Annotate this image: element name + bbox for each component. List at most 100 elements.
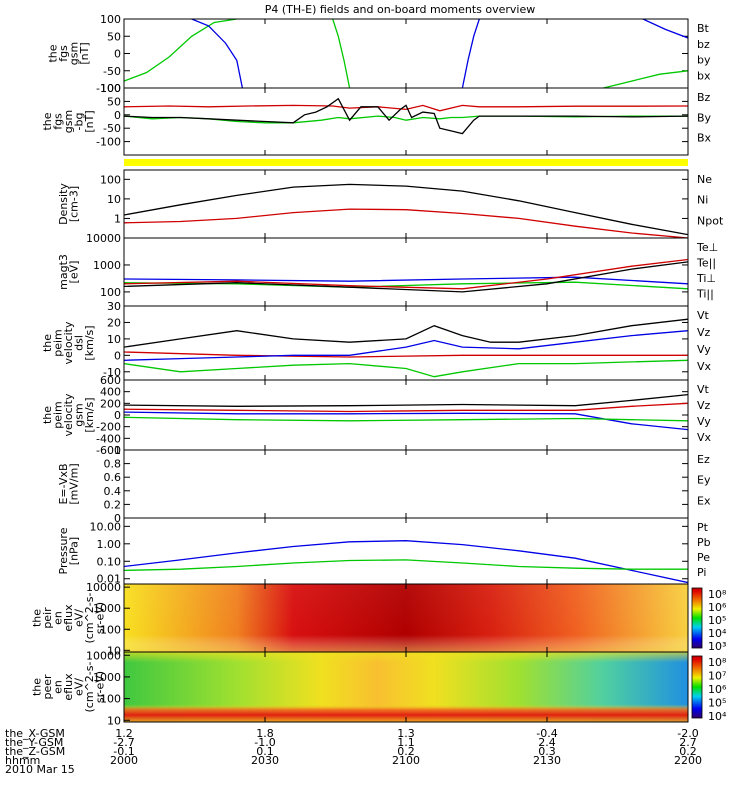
ephemeris-value: 0.1 <box>256 745 274 758</box>
y-tick-label: 1000 <box>93 602 121 615</box>
colorbar-tick: 10³ <box>708 640 726 653</box>
panel-frame <box>123 87 689 156</box>
y-tick-label: 1 <box>114 212 121 225</box>
data-gap-band <box>124 159 688 166</box>
legend-entry: Ti|| <box>696 288 714 301</box>
y-axis-label: gsm <box>62 110 75 133</box>
y-tick-label: 100 <box>100 82 121 95</box>
y-tick-label: 100 <box>100 286 121 299</box>
y-axis-label: eflux <box>62 673 75 701</box>
y-tick-label: -50 <box>103 122 121 135</box>
legend-entry: Npot <box>697 214 724 227</box>
legend-entry: Ti⊥ <box>696 272 716 285</box>
y-tick-label: 1.00 <box>97 538 122 551</box>
legend-entry: Vy <box>697 415 711 428</box>
series-line-vx <box>124 411 688 431</box>
y-tick-label: 0.01 <box>97 573 122 586</box>
panel-frame <box>123 379 689 451</box>
legend-entry: Bt <box>697 22 710 35</box>
legend-entry: Vt <box>697 309 710 322</box>
y-tick-label: 0 <box>114 109 121 122</box>
series-line-vy <box>124 416 688 422</box>
ephemeris-value: 1.8 <box>256 727 274 740</box>
legend-entry: Vx <box>697 360 712 373</box>
legend-entry: Pe <box>697 551 710 564</box>
legend-entry: By <box>697 111 712 124</box>
ephemeris-value: 2200 <box>674 754 702 767</box>
series-line-bx <box>642 19 688 39</box>
series-line-bz <box>124 104 688 112</box>
ephemeris-value: 2030 <box>251 754 279 767</box>
legend-entry: Vx <box>697 431 712 444</box>
y-axis-label: sr-eV) <box>94 671 107 703</box>
y-axis-label: eflux <box>62 604 75 632</box>
series-line-te <box>124 258 688 290</box>
ephemeris-value: 2130 <box>533 754 561 767</box>
y-tick-label: 10.00 <box>90 520 122 533</box>
ephemeris-row-label: the_X-GSM <box>5 727 65 740</box>
y-axis-label: en <box>52 680 65 694</box>
series-line-ti <box>124 276 688 285</box>
ephemeris-value: -1.0 <box>254 736 275 749</box>
series-line-by <box>124 19 237 82</box>
colorbar-tick: 10⁶ <box>708 601 727 614</box>
y-tick-label: 10 <box>107 714 121 727</box>
ephemeris-value: -2.7 <box>113 736 134 749</box>
y-axis-label: [cm-3] <box>67 186 80 222</box>
y-axis-label: the <box>46 44 59 62</box>
series-line-vx <box>124 330 688 361</box>
y-axis-label: peim <box>52 401 65 429</box>
series-line-vz <box>124 351 688 358</box>
legend-entry: by <box>697 54 711 67</box>
ephemeris-value: 2100 <box>392 754 420 767</box>
legend-entry: Pi <box>697 566 706 579</box>
legend-entry: Vz <box>697 399 711 412</box>
colorbar-tick: 10⁵ <box>708 614 726 627</box>
series-line-vz <box>124 402 688 413</box>
legend-entry: Te|| <box>696 257 716 270</box>
y-axis-label: velocity <box>62 393 75 436</box>
ephemeris-value: 2.4 <box>538 736 556 749</box>
ephemeris-row-label: hhmm <box>5 754 40 767</box>
legend-entry: Bx <box>697 132 712 145</box>
y-axis-label: the <box>31 609 44 627</box>
series-line-pe <box>124 559 688 572</box>
y-axis-label: en <box>52 611 65 625</box>
ephemeris-value: 1.1 <box>397 736 415 749</box>
y-tick-label: 50 <box>107 95 121 108</box>
y-axis-label: E=-VxB <box>57 463 70 504</box>
y-axis-label: [nT] <box>83 110 96 132</box>
y-tick-label: 10 <box>107 644 121 657</box>
y-axis-label: (cm^2-s- <box>83 662 96 713</box>
y-tick-label: 0.2 <box>104 498 122 511</box>
colorbar-tick: 10⁴ <box>708 627 727 640</box>
y-axis-label: peir <box>41 607 54 629</box>
legend-entry: Pb <box>697 536 711 549</box>
y-axis-label: magt3 <box>57 254 70 290</box>
ephemeris-value: -2.0 <box>677 727 698 740</box>
ephemeris-row-label: 2010 Mar 15 <box>5 763 75 776</box>
y-axis-label: fgs <box>57 45 70 62</box>
legend-entry: bx <box>697 69 711 82</box>
series-line-vt <box>124 393 688 407</box>
legend-entry: Te⊥ <box>696 241 718 254</box>
y-axis-label: fgs <box>52 113 65 130</box>
colorbar-tick: 10⁴ <box>708 710 727 723</box>
panel-7: 10.80.60.40.20 E=-VxB[mV/m] Ez Ey Ex <box>57 444 711 525</box>
y-tick-label: -100 <box>96 82 121 95</box>
chart-title: P4 (TH-E) fields and on-board moments ov… <box>265 3 536 16</box>
y-axis-label: eV/ <box>73 609 86 627</box>
legend-entry: Vt <box>697 383 710 396</box>
legend-entry: bz <box>697 38 710 51</box>
ephemeris-value: 0.3 <box>538 745 556 758</box>
y-tick-label: 50 <box>107 30 121 43</box>
y-axis-label: [nT] <box>78 42 91 64</box>
panel-frame <box>123 449 689 519</box>
y-axis-label: -bg <box>73 113 86 131</box>
